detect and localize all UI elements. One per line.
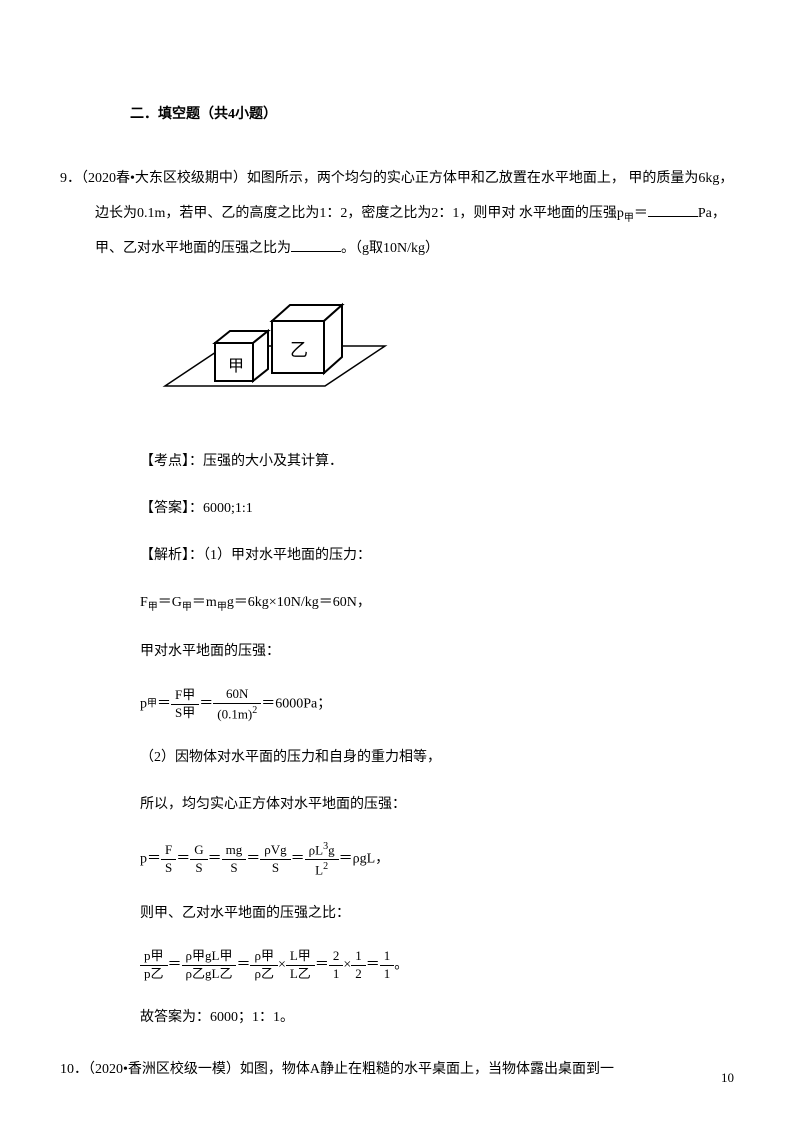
question-10: 10．（2020•香洲区校级一模）如图，物体A静止在粗糙的水平桌面上，当物体露出… — [60, 1052, 734, 1087]
svg-text:甲: 甲 — [228, 358, 244, 375]
q9-number: 9． — [60, 171, 81, 186]
q9-t3: 水平地面的压强p — [519, 206, 624, 221]
daan: 【答案】：6000;1:1 — [140, 496, 734, 521]
force-equation: F甲＝G甲＝m甲g＝6kg×10N/kg＝60N， — [140, 590, 734, 617]
blank-2 — [291, 238, 341, 252]
q10-prompt: 10．（2020•香洲区校级一模）如图，物体A静止在粗糙的水平桌面上，当物体露出… — [60, 1052, 734, 1087]
section-title: 二．填空题（共4小题） — [130, 100, 734, 131]
page-number: 10 — [721, 1064, 734, 1093]
q9-prompt: 9．（2020春•大东区校级期中）如图所示，两个均匀的实心正方体甲和乙放置在水平… — [60, 161, 734, 266]
q10-number: 10． — [60, 1062, 88, 1077]
p3-text: 则甲、乙对水平地面的压强之比： — [140, 901, 734, 926]
q10-source: （2020•香洲区校级一模） — [88, 1062, 240, 1077]
kaodian: 【考点】：压强的大小及其计算． — [140, 449, 734, 474]
question-9: 9．（2020春•大东区校级期中）如图所示，两个均匀的实心正方体甲和乙放置在水平… — [60, 161, 734, 1030]
svg-text:乙: 乙 — [290, 340, 308, 360]
final-answer: 故答案为：6000；1：1。 — [140, 1005, 734, 1030]
jiexi-1: 【解析】：（1）甲对水平地面的压力： — [140, 543, 734, 568]
sub-jia: 甲 — [624, 213, 634, 224]
ratio-formula: p甲p乙＝ρ甲gL甲ρ乙gL乙＝ρ甲ρ乙×L甲L乙＝21×12＝11。 — [140, 948, 734, 983]
q10-text: 如图，物体A静止在粗糙的水平桌面上，当物体露出桌面到一 — [240, 1062, 614, 1077]
cube-jia: 甲 — [215, 331, 268, 381]
p1-text: 甲对水平地面的压强： — [140, 639, 734, 664]
pressure-formula-2: p＝FS＝GS＝mgS＝ρVgS＝ρL3gL2＝ρgL， — [140, 840, 734, 879]
cube-diagram: 甲 乙 — [160, 291, 734, 424]
cube-yi: 乙 — [272, 305, 342, 373]
part2: （2）因物体对水平面的压力和自身的重力相等， — [140, 745, 734, 770]
blank-1 — [648, 203, 698, 217]
q9-t1: 如图所示，两个均匀的实心正方体甲和乙放置在水平地面上， — [247, 171, 625, 186]
q9-source: （2020春•大东区校级期中） — [81, 171, 247, 186]
q9-t3d: 。（g取10N/kg） — [341, 241, 439, 256]
p2-text: 所以，均匀实心正方体对水平地面的压强： — [140, 792, 734, 817]
pressure-formula-1: p甲＝F甲S甲＝60N(0.1m)2＝6000Pa； — [140, 686, 734, 723]
q9-t3b: ＝ — [634, 206, 648, 221]
